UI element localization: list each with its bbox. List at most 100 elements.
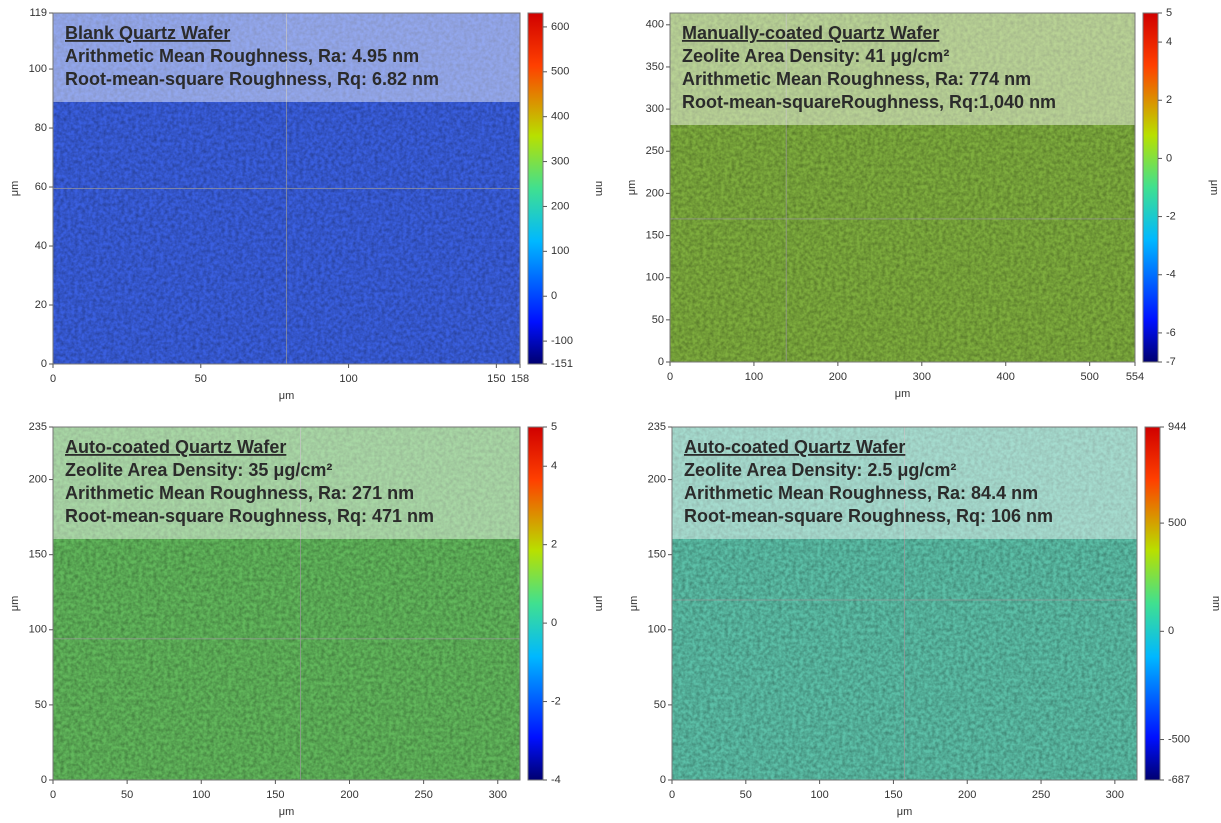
- colorbar-tick-label: 200: [551, 200, 569, 212]
- y-tick-label: 235: [648, 421, 666, 433]
- y-tick-label: 150: [646, 229, 664, 241]
- x-axis-label: μm: [895, 388, 911, 400]
- y-tick-label: 50: [654, 699, 666, 711]
- x-tick-label: 400: [997, 371, 1015, 383]
- y-tick-label: 60: [35, 181, 47, 193]
- plot-frame: [671, 426, 1138, 781]
- x-tick-label: 0: [50, 373, 56, 385]
- colorbar-label: nm: [593, 181, 605, 196]
- annotation: Blank Quartz Wafer: [65, 23, 230, 43]
- x-tick-label: 0: [667, 371, 673, 383]
- colorbar-tick-label: -7: [1166, 356, 1176, 368]
- colorbar-tick-label: 500: [551, 66, 569, 78]
- annotation-box: [672, 427, 1137, 539]
- x-tick-label: 100: [192, 789, 210, 801]
- x-tick-label: 200: [958, 789, 976, 801]
- y-tick-label: 100: [646, 272, 664, 284]
- x-tick-label: 150: [884, 789, 902, 801]
- y-tick-label: 200: [646, 187, 664, 199]
- colorbar-tick-label: 944: [1168, 421, 1186, 433]
- x-tick-label: 158: [511, 373, 529, 385]
- annotation: Arithmetic Mean Roughness, Ra: 271 nm: [65, 483, 414, 503]
- colorbar-tick-label: 5: [1166, 7, 1172, 19]
- y-tick-label: 40: [35, 240, 47, 252]
- annotation: Root-mean-square Roughness, Rq: 6.82 nm: [65, 69, 439, 89]
- x-tick-label: 200: [829, 371, 847, 383]
- annotation-box: [670, 13, 1135, 125]
- x-tick-label: 300: [1106, 789, 1124, 801]
- colorbar-tick-label: 4: [551, 460, 557, 472]
- colorbar-tick-label: -4: [551, 774, 561, 786]
- colorbar-tick-label: 4: [1166, 36, 1172, 48]
- x-tick-label: 500: [1080, 371, 1098, 383]
- colorbar-tick-label: 0: [1166, 152, 1172, 164]
- y-tick-label: 250: [646, 145, 664, 157]
- colorbar-label: μm: [593, 596, 605, 612]
- x-axis-label: μm: [279, 390, 295, 402]
- surface-texture: [670, 13, 1135, 362]
- y-tick-label: 50: [35, 699, 47, 711]
- x-tick-label: 200: [340, 789, 358, 801]
- x-tick-label: 50: [121, 789, 133, 801]
- y-axis-label: μm: [9, 181, 21, 197]
- annotation: Root-mean-square Roughness, Rq: 471 nm: [65, 506, 434, 526]
- colorbar-tick-label: 2: [1166, 94, 1172, 106]
- colorbar-tick-label: 0: [551, 617, 557, 629]
- colorbar: [527, 426, 544, 781]
- colorbar: [1144, 426, 1161, 781]
- x-tick-label: 0: [669, 789, 675, 801]
- colorbar-tick-label: -151: [551, 358, 573, 370]
- colorbar-tick-label: 300: [551, 155, 569, 167]
- y-tick-label: 100: [29, 624, 47, 636]
- colorbar-tick-label: 500: [1168, 517, 1186, 529]
- annotation: Root-mean-square Roughness, Rq: 106 nm: [684, 506, 1053, 526]
- x-tick-label: 300: [913, 371, 931, 383]
- y-axis-label: μm: [626, 180, 638, 196]
- y-tick-label: 100: [648, 624, 666, 636]
- colorbar-tick-label: 5: [551, 421, 557, 433]
- colorbar-tick-label: -687: [1168, 774, 1190, 786]
- y-tick-label: 200: [29, 473, 47, 485]
- y-tick-label: 0: [660, 774, 666, 786]
- y-tick-label: 300: [646, 103, 664, 115]
- y-tick-label: 150: [29, 549, 47, 561]
- colorbar: [1142, 12, 1159, 363]
- x-axis-label: μm: [279, 806, 295, 818]
- y-tick-label: 235: [29, 421, 47, 433]
- annotation-box: [53, 427, 520, 539]
- x-tick-label: 100: [810, 789, 828, 801]
- y-tick-label: 100: [29, 63, 47, 75]
- colorbar: [527, 12, 544, 365]
- colorbar-tick-label: -100: [551, 335, 573, 347]
- annotation: Zeolite Area Density: 41 μg/cm²: [682, 46, 949, 66]
- colorbar-tick-label: -2: [1166, 210, 1176, 222]
- plot-frame: [52, 426, 521, 781]
- colorbar-tick-label: 400: [551, 111, 569, 123]
- y-tick-label: 200: [648, 473, 666, 485]
- y-tick-label: 50: [652, 314, 664, 326]
- x-tick-label: 250: [1032, 789, 1050, 801]
- annotation: Zeolite Area Density: 35 μg/cm²: [65, 460, 332, 480]
- annotation: Arithmetic Mean Roughness, Ra: 774 nm: [682, 69, 1031, 89]
- colorbar-tick-label: 600: [551, 21, 569, 33]
- annotation: Manually-coated Quartz Wafer: [682, 23, 939, 43]
- annotation-box: [53, 13, 520, 102]
- annotation: Auto-coated Quartz Wafer: [684, 437, 905, 457]
- colorbar-tick-label: -4: [1166, 269, 1176, 281]
- y-tick-label: 400: [646, 19, 664, 31]
- y-tick-label: 0: [658, 356, 664, 368]
- colorbar-tick-label: -2: [551, 695, 561, 707]
- y-tick-label: 80: [35, 122, 47, 134]
- colorbar-tick-label: 100: [551, 245, 569, 257]
- colorbar-tick-label: 2: [551, 539, 557, 551]
- colorbar-tick-label: -6: [1166, 327, 1176, 339]
- plot-frame: [52, 12, 521, 365]
- x-tick-label: 250: [414, 789, 432, 801]
- colorbar-tick-label: 0: [1168, 625, 1174, 637]
- annotation: Auto-coated Quartz Wafer: [65, 437, 286, 457]
- x-tick-label: 554: [1126, 371, 1144, 383]
- annotation: Arithmetic Mean Roughness, Ra: 4.95 nm: [65, 46, 419, 66]
- surface-texture: [53, 427, 520, 780]
- y-tick-label: 350: [646, 61, 664, 73]
- annotation: Arithmetic Mean Roughness, Ra: 84.4 nm: [684, 483, 1038, 503]
